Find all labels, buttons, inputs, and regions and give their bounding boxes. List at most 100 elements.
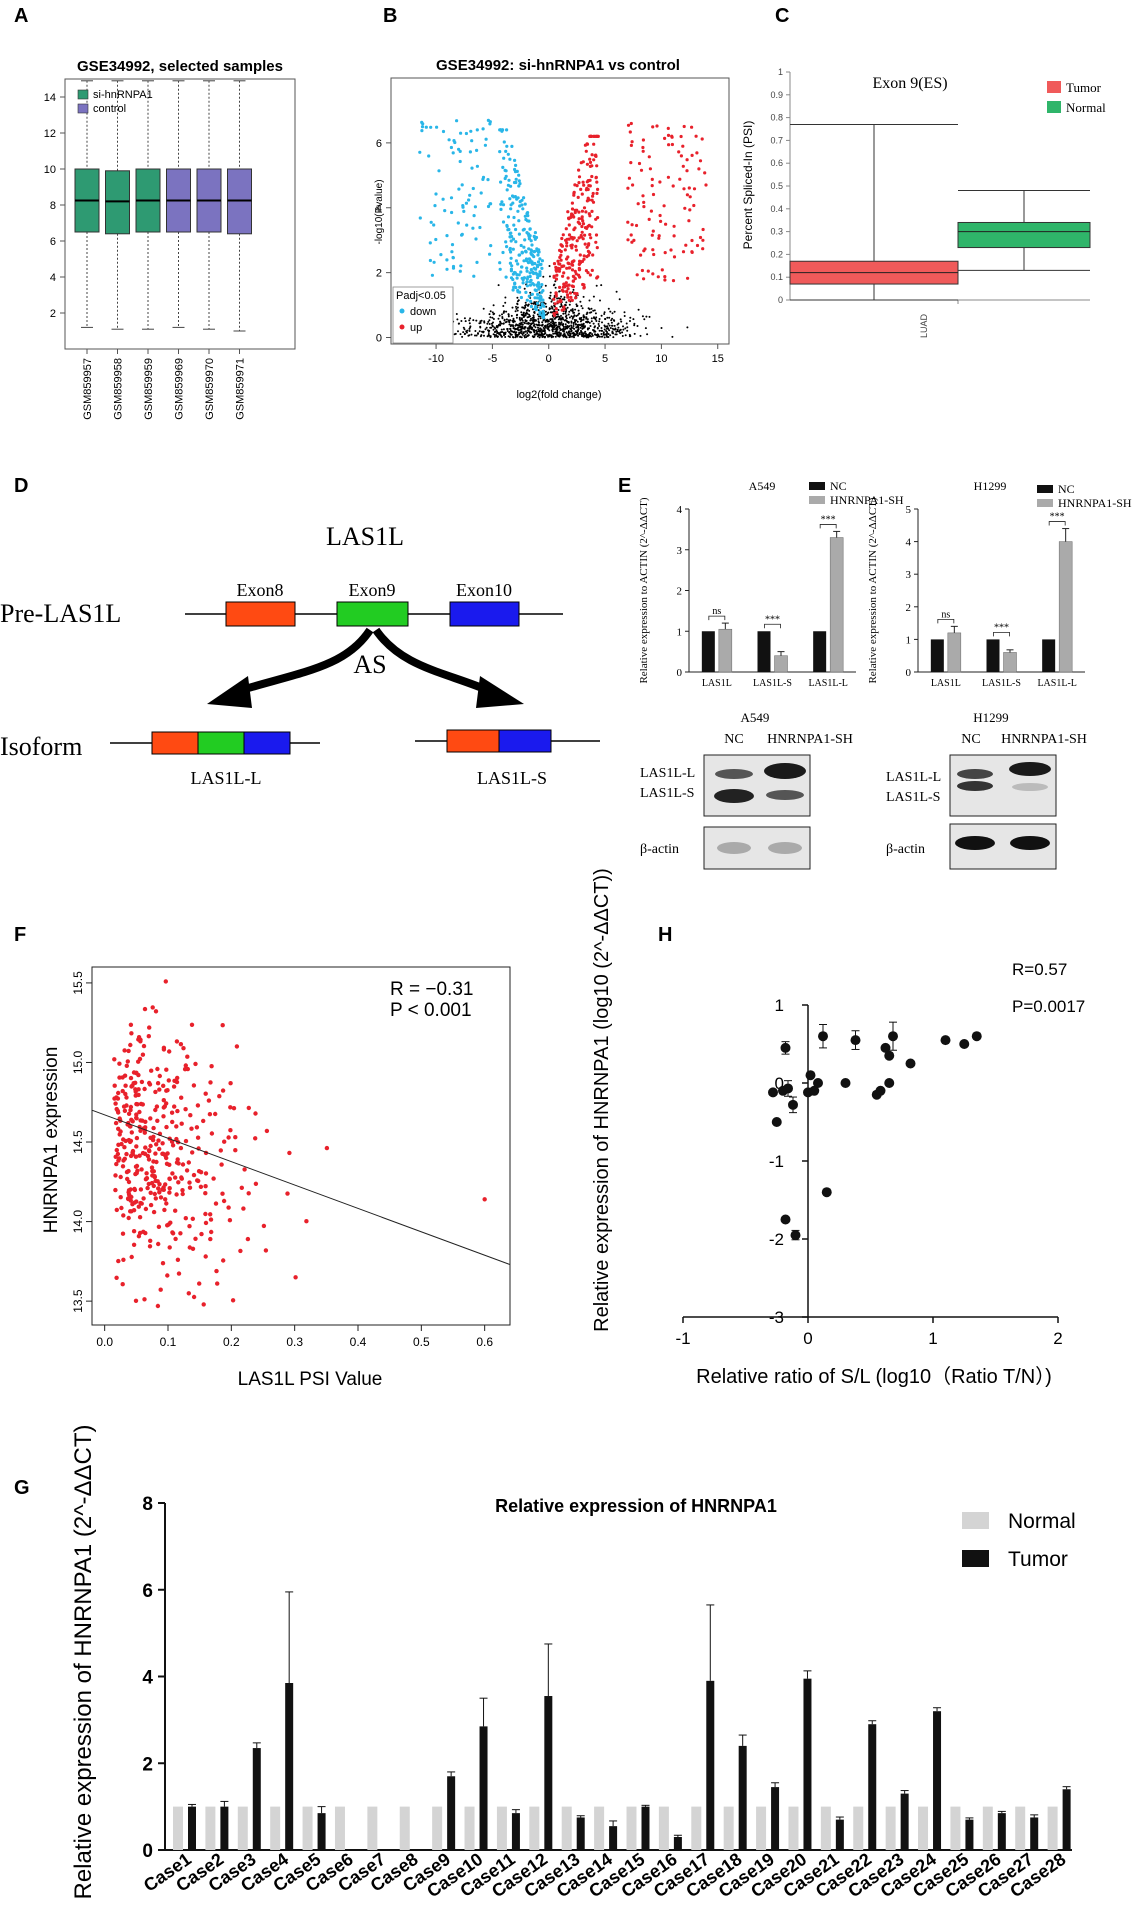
panel-b-point-131	[560, 295, 563, 298]
panel-a-ytick-label-2: 6	[50, 236, 56, 248]
panel-b-point-731	[513, 330, 516, 333]
panel-b-point-792	[544, 332, 547, 335]
panel-b-point-71	[562, 312, 565, 315]
panel-b-point-1451	[561, 233, 565, 237]
panel-b-point-1425	[470, 139, 474, 143]
panel-b-point-1155	[515, 276, 519, 280]
panel-b-point-1212	[542, 304, 546, 308]
panel-b-point-1446	[450, 210, 454, 215]
panel-h-point-19	[884, 1078, 895, 1088]
panel-f-point-400	[131, 1081, 136, 1086]
panel-b-legend-down-dot	[399, 308, 405, 314]
E2-sig-bracket-1	[993, 632, 1010, 637]
panel-g-bar-normal-9	[464, 1806, 475, 1850]
panel-b-point-1179	[498, 261, 502, 265]
panel-g-bar-tumor-17	[738, 1745, 747, 1850]
panel-b-point-1065	[671, 335, 674, 338]
panel-b-point-1041	[613, 324, 616, 327]
panel-b-point-1697	[562, 285, 567, 289]
panel-f-point-381	[155, 1066, 160, 1072]
panel-f-point-52	[195, 1103, 201, 1108]
panel-g-bar-tumor-1	[220, 1806, 229, 1850]
panel-f-point-231	[166, 1078, 171, 1083]
panel-b-point-636	[502, 311, 505, 314]
panel-b-point-118	[474, 330, 477, 332]
panel-b-legend-up-dot	[399, 324, 405, 330]
panel-b-point-1351	[513, 170, 518, 174]
panel-b-point-979	[601, 335, 604, 338]
panel-b-point-1715	[698, 235, 703, 240]
panel-f-point-7	[114, 1207, 120, 1213]
panel-g-bar-tumor-27	[1062, 1789, 1071, 1850]
panel-b-point-48	[575, 303, 578, 306]
panel-c-ytick-label-1: 0.1	[770, 272, 783, 282]
panel-f-point-129	[167, 1190, 172, 1195]
panel-b-point-1324	[509, 203, 513, 207]
panel-f-point-104	[160, 1261, 166, 1266]
panel-b-point-737	[496, 336, 499, 338]
panel-b-point-1089	[491, 325, 494, 328]
panel-b-point-1213	[523, 202, 527, 206]
panel-b-point-67	[507, 315, 510, 318]
panel-b-point-1110	[509, 267, 513, 271]
panel-f-point-369	[155, 1081, 161, 1086]
panel-b-point-1654	[585, 186, 589, 190]
panel-b-point-717	[574, 330, 577, 333]
panel-f-point-277	[136, 1059, 141, 1064]
panel-b-point-113	[577, 309, 580, 312]
panel-f-point-298	[150, 1173, 155, 1178]
panel-f-point-265	[123, 1083, 128, 1088]
panel-b-point-826	[621, 331, 624, 334]
panel-b-point-260	[519, 328, 522, 331]
panel-b-point-1149	[509, 256, 513, 260]
panel-h-point-6	[780, 1214, 791, 1225]
panel-g-bar-normal-26	[1015, 1806, 1026, 1850]
panel-f-point-78	[143, 1206, 149, 1212]
panel-h-point-24	[959, 1039, 970, 1049]
blot-a549-lane-sh: HNRNPA1-SH	[767, 732, 853, 747]
panel-d-exon10-box	[449, 601, 520, 627]
panel-f-point-368	[186, 1291, 191, 1296]
panel-b-point-997	[572, 288, 575, 291]
panel-g-bar-normal-5	[334, 1806, 345, 1850]
panel-f-point-408	[138, 1039, 143, 1044]
panel-b-point-828	[543, 336, 546, 339]
panel-b-point-1741	[692, 187, 697, 191]
panel-b-point-1295	[508, 235, 512, 239]
panel-f-point-38	[137, 1109, 142, 1115]
panel-b-point-1186	[505, 144, 509, 148]
panel-b-point-416	[592, 295, 595, 298]
panel-b-point-812	[561, 328, 564, 331]
panel-f-point-339	[128, 1042, 133, 1048]
panel-b-point-1001	[509, 328, 512, 330]
panel-b-point-1122	[508, 197, 512, 201]
panel-b-point-382	[529, 291, 532, 294]
panel-b-point-867	[554, 321, 557, 324]
panel-b-point-616	[528, 313, 531, 316]
panel-b-point-649	[549, 294, 552, 297]
panel-f-point-218	[126, 1188, 132, 1193]
panel-f-point-372	[126, 1196, 131, 1202]
panel-b-point-317	[589, 325, 592, 327]
panel-f-point-4	[112, 1057, 117, 1062]
panel-b-point-1259	[529, 299, 533, 303]
panel-g-bar-normal-0	[173, 1806, 183, 1850]
panel-b-point-566	[581, 307, 584, 310]
panel-b-point-1091	[503, 334, 505, 337]
panel-b-point-1029	[468, 330, 471, 332]
panel-a-ytick-label-5: 12	[44, 128, 56, 140]
panel-b-point-434	[567, 330, 570, 333]
panel-b-point-1254	[509, 250, 513, 254]
panel-b-point-237	[648, 315, 651, 318]
panel-g-bar-normal-6	[367, 1806, 378, 1850]
panel-b-point-666	[511, 324, 514, 327]
panel-b-point-453	[523, 322, 526, 325]
panel-b-point-946	[542, 319, 545, 322]
panel-b-point-0	[516, 306, 519, 309]
panel-f-point-1	[188, 1113, 193, 1118]
panel-b-point-1381	[450, 250, 454, 254]
panel-f-point-110	[215, 1281, 220, 1286]
panel-b-point-353	[599, 299, 601, 302]
panel-b-point-221	[609, 327, 612, 329]
panel-f-point-183	[114, 1161, 119, 1167]
